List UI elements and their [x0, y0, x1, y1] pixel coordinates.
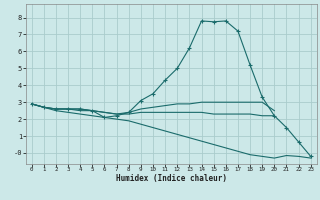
X-axis label: Humidex (Indice chaleur): Humidex (Indice chaleur)	[116, 174, 227, 183]
